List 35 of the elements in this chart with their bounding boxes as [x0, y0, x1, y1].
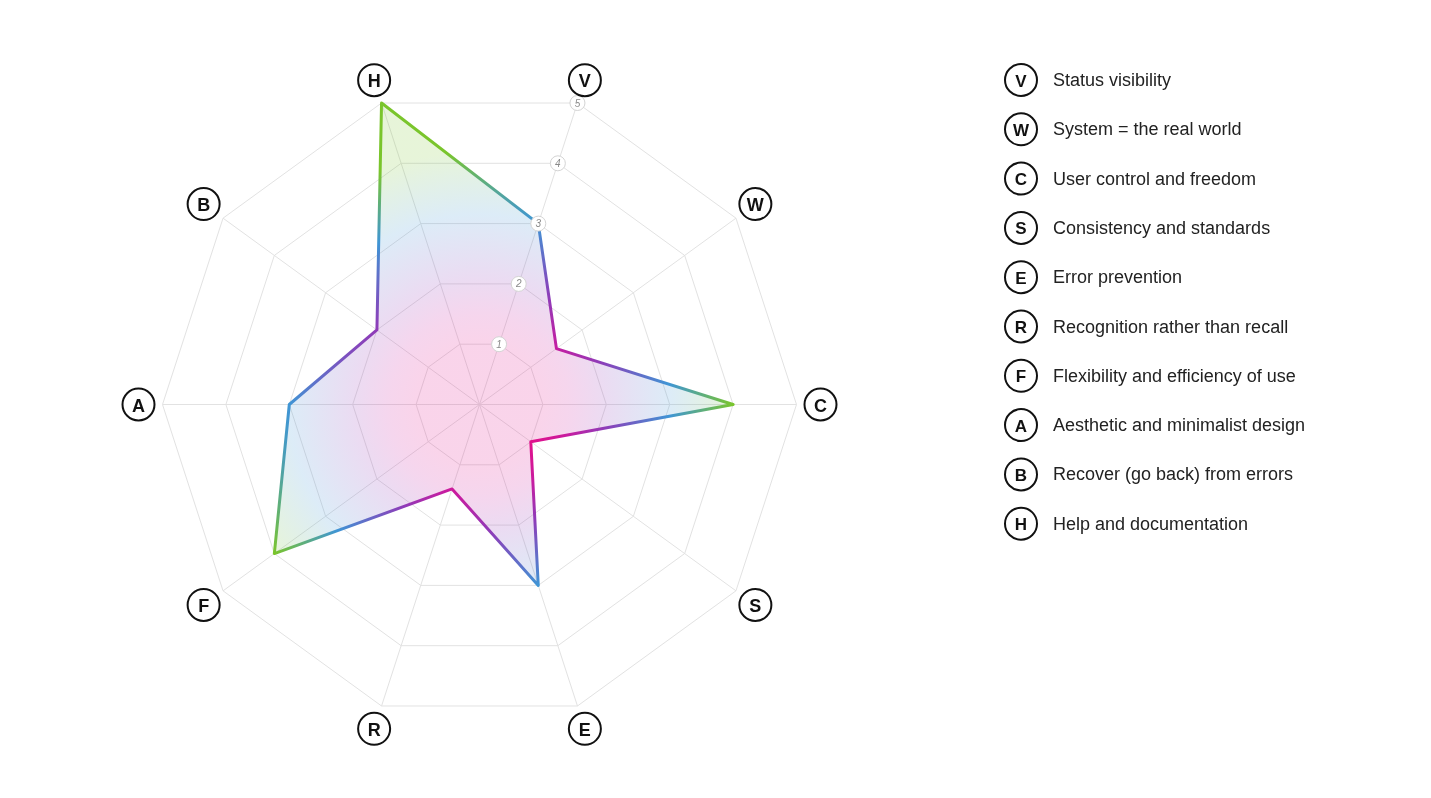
spoke-label: F — [198, 595, 210, 616]
category-label: E — [1015, 268, 1027, 288]
text: Help and documentation — [1053, 513, 1249, 534]
y-tick-label: 3 — [535, 218, 542, 230]
text: Flexibility and efficiency of use — [1053, 365, 1296, 386]
category-label: B — [1014, 465, 1028, 485]
category-label: F — [1015, 367, 1027, 387]
spoke-label: V — [578, 71, 591, 92]
spoke-label: R — [367, 719, 381, 740]
spoke-label: H — [367, 71, 381, 92]
y-tick-label: 4 — [555, 157, 562, 169]
text: Recover (go back) from errors — [1053, 464, 1294, 485]
category-label: R — [1014, 318, 1028, 337]
y-tick-label: 2 — [514, 278, 522, 290]
category-label: C — [1014, 170, 1028, 190]
spoke-label: E — [578, 719, 591, 740]
text: Aesthetic and minimalist design — [1053, 415, 1306, 436]
text: Error prevention — [1053, 267, 1183, 288]
category-label: H — [1014, 515, 1028, 535]
text: Status visibility — [1053, 70, 1172, 90]
spoke-label: C — [814, 395, 827, 416]
spoke-label: W — [746, 195, 764, 216]
text: System = the real world — [1053, 119, 1242, 140]
spoke-label: S — [749, 595, 762, 616]
category-label: S — [1015, 219, 1027, 239]
spoke-label: B — [197, 195, 211, 216]
category-label: V — [1015, 71, 1027, 91]
category-label: A — [1014, 416, 1028, 436]
text: User control and freedom — [1053, 168, 1257, 189]
y-tick-label: 1 — [496, 338, 502, 350]
spoke-label: A — [132, 395, 145, 416]
y-tick-label: 5 — [574, 97, 581, 109]
category-label: W — [1012, 120, 1030, 140]
text: Recognition rather than recall — [1053, 316, 1289, 337]
text: Consistency and standards — [1053, 217, 1271, 238]
